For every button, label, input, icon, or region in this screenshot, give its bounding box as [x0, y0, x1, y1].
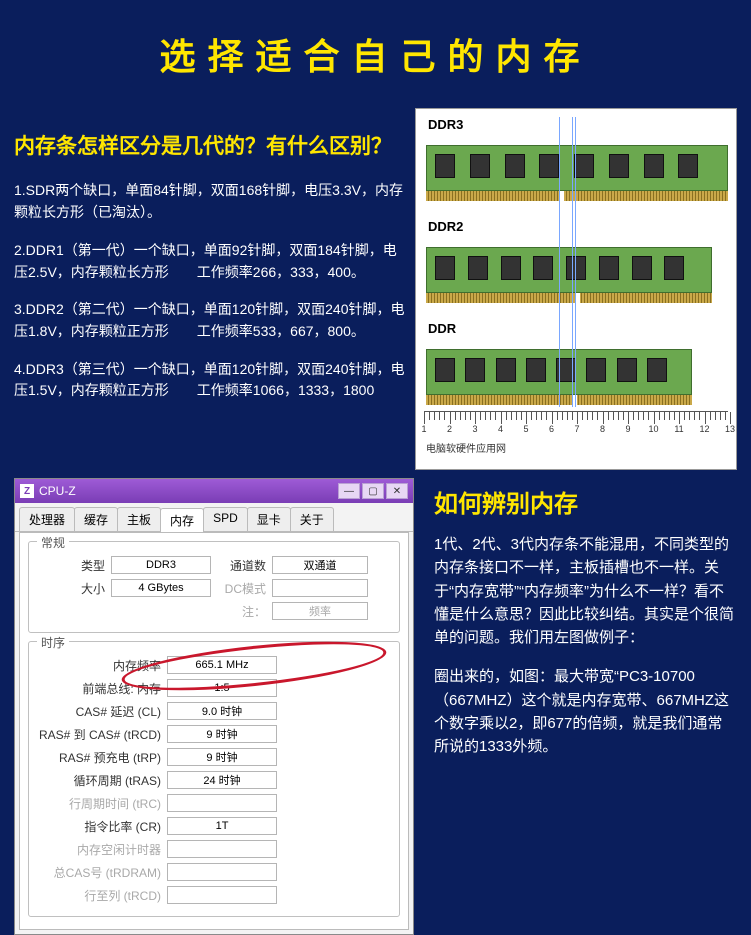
- close-button[interactable]: ✕: [386, 483, 408, 499]
- cpuz-tab[interactable]: 缓存: [74, 507, 118, 531]
- cpuz-tab[interactable]: 处理器: [19, 507, 75, 531]
- timing-label: 内存频率: [37, 657, 167, 674]
- timing-label: RAS# 到 CAS# (tRCD): [37, 726, 167, 743]
- spec-item: 2.DDR1（第一代）一个缺口，单面92针脚，双面184针脚，电压2.5V，内存…: [14, 240, 405, 283]
- cpuz-tab[interactable]: SPD: [203, 507, 248, 531]
- cpuz-title: CPU-Z: [39, 484, 338, 498]
- ram-type-label: DDR: [428, 321, 456, 336]
- timing-value: [167, 863, 277, 881]
- timing-value: [167, 840, 277, 858]
- timing-value: 1T: [167, 817, 277, 835]
- cpuz-tab[interactable]: 内存: [160, 508, 204, 532]
- size-label: 大小: [37, 580, 111, 597]
- timing-label: 指令比率 (CR): [37, 818, 167, 835]
- cpuz-titlebar[interactable]: Z CPU-Z — ▢ ✕: [15, 479, 413, 503]
- timing-label: 内存空闲计时器: [37, 841, 167, 858]
- bottom-section: Z CPU-Z — ▢ ✕ 处理器缓存主板内存SPD显卡关于 常规 类型: [0, 478, 751, 935]
- note-value: 频率: [272, 602, 368, 620]
- spec-list: 1.SDR两个缺口，单面84针脚，双面168针脚，电压3.3V，内存颗粒长方形（…: [14, 180, 405, 402]
- ram-diagram-column: 45IT.com 电脑软硬件应用网 DDR3DDR2DDR12345678910…: [415, 98, 737, 470]
- timing-value: 9 时钟: [167, 748, 277, 766]
- timing-value: 1:5: [167, 679, 277, 697]
- timing-label: 前端总线: 内存: [37, 680, 167, 697]
- timing-label: RAS# 预充电 (tRP): [37, 749, 167, 766]
- info-column: 如何辨别内存 1代、2代、3代内存条不能混用，不同类型的内存条接口不一样，主板插…: [418, 478, 737, 935]
- cpuz-tabstrip: 处理器缓存主板内存SPD显卡关于: [15, 503, 413, 532]
- identify-para-2: 圈出来的，如图：最大带宽“PC3-10700（667MHZ）这个就是内存宽带、6…: [434, 665, 737, 758]
- ram-type-label: DDR2: [428, 219, 463, 234]
- note-label: 注：: [214, 603, 272, 620]
- ram-comparison-diagram: 45IT.com 电脑软硬件应用网 DDR3DDR2DDR12345678910…: [415, 108, 737, 470]
- identify-para-1: 1代、2代、3代内存条不能混用，不同类型的内存条接口不一样，主板插槽也不一样。关…: [434, 533, 737, 649]
- question-title: 内存条怎样区分是几代的？有什么区别？: [14, 132, 405, 162]
- spec-item: 4.DDR3（第三代）一个缺口，单面120针脚，双面240针脚，电压1.5V，内…: [14, 359, 405, 402]
- cpuz-tab[interactable]: 显卡: [247, 507, 291, 531]
- timing-label: 行至列 (tRCD): [37, 887, 167, 904]
- cpuz-tab[interactable]: 主板: [117, 507, 161, 531]
- group-timings-label: 时序: [37, 634, 69, 651]
- diagram-source-caption: 电脑软硬件应用网: [426, 440, 506, 455]
- cpuz-tab[interactable]: 关于: [290, 507, 334, 531]
- timing-label: 行周期时间 (tRC): [37, 795, 167, 812]
- maximize-button[interactable]: ▢: [362, 483, 384, 499]
- group-timings: 时序 内存频率665.1 MHz前端总线: 内存1:5CAS# 延迟 (CL)9…: [28, 641, 400, 917]
- dcmode-label: DC模式: [214, 580, 272, 597]
- group-general-label: 常规: [37, 534, 69, 551]
- cpuz-memory-panel: 常规 类型 DDR3 大小 4 GBytes: [19, 532, 409, 930]
- timing-value: 665.1 MHz: [167, 656, 277, 674]
- type-value: DDR3: [111, 556, 211, 574]
- timing-value: 9.0 时钟: [167, 702, 277, 720]
- size-value: 4 GBytes: [111, 579, 211, 597]
- page-title: 选择适合自己的内存: [0, 0, 751, 98]
- timing-label: 总CAS号 (tRDRAM): [37, 864, 167, 881]
- timing-label: 循环周期 (tRAS): [37, 772, 167, 789]
- timing-label: CAS# 延迟 (CL): [37, 703, 167, 720]
- channels-value: 双通道: [272, 556, 368, 574]
- question-column: 内存条怎样区分是几代的？有什么区别？ 1.SDR两个缺口，单面84针脚，双面16…: [14, 98, 415, 470]
- window-buttons: — ▢ ✕: [338, 483, 408, 499]
- ram-type-label: DDR3: [428, 117, 463, 132]
- ruler: 12345678910111213: [424, 411, 728, 437]
- cpuz-app-icon: Z: [20, 484, 34, 498]
- spec-item: 3.DDR2（第二代）一个缺口，单面120针脚，双面240针脚，电压1.8V，内…: [14, 299, 405, 342]
- ram-stick: [426, 135, 728, 201]
- minimize-button[interactable]: —: [338, 483, 360, 499]
- type-label: 类型: [37, 557, 111, 574]
- cpuz-window: Z CPU-Z — ▢ ✕ 处理器缓存主板内存SPD显卡关于 常规 类型: [14, 478, 414, 935]
- cpuz-column: Z CPU-Z — ▢ ✕ 处理器缓存主板内存SPD显卡关于 常规 类型: [14, 478, 418, 935]
- timing-value: 9 时钟: [167, 725, 277, 743]
- dcmode-value: [272, 579, 368, 597]
- top-section: 内存条怎样区分是几代的？有什么区别？ 1.SDR两个缺口，单面84针脚，双面16…: [0, 98, 751, 470]
- timing-value: [167, 794, 277, 812]
- channels-label: 通道数: [214, 557, 272, 574]
- identify-title: 如何辨别内存: [434, 484, 737, 519]
- spec-item: 1.SDR两个缺口，单面84针脚，双面168针脚，电压3.3V，内存颗粒长方形（…: [14, 180, 405, 223]
- timing-value: [167, 886, 277, 904]
- group-general: 常规 类型 DDR3 大小 4 GBytes: [28, 541, 400, 633]
- ram-stick: [426, 237, 712, 303]
- timing-value: 24 时钟: [167, 771, 277, 789]
